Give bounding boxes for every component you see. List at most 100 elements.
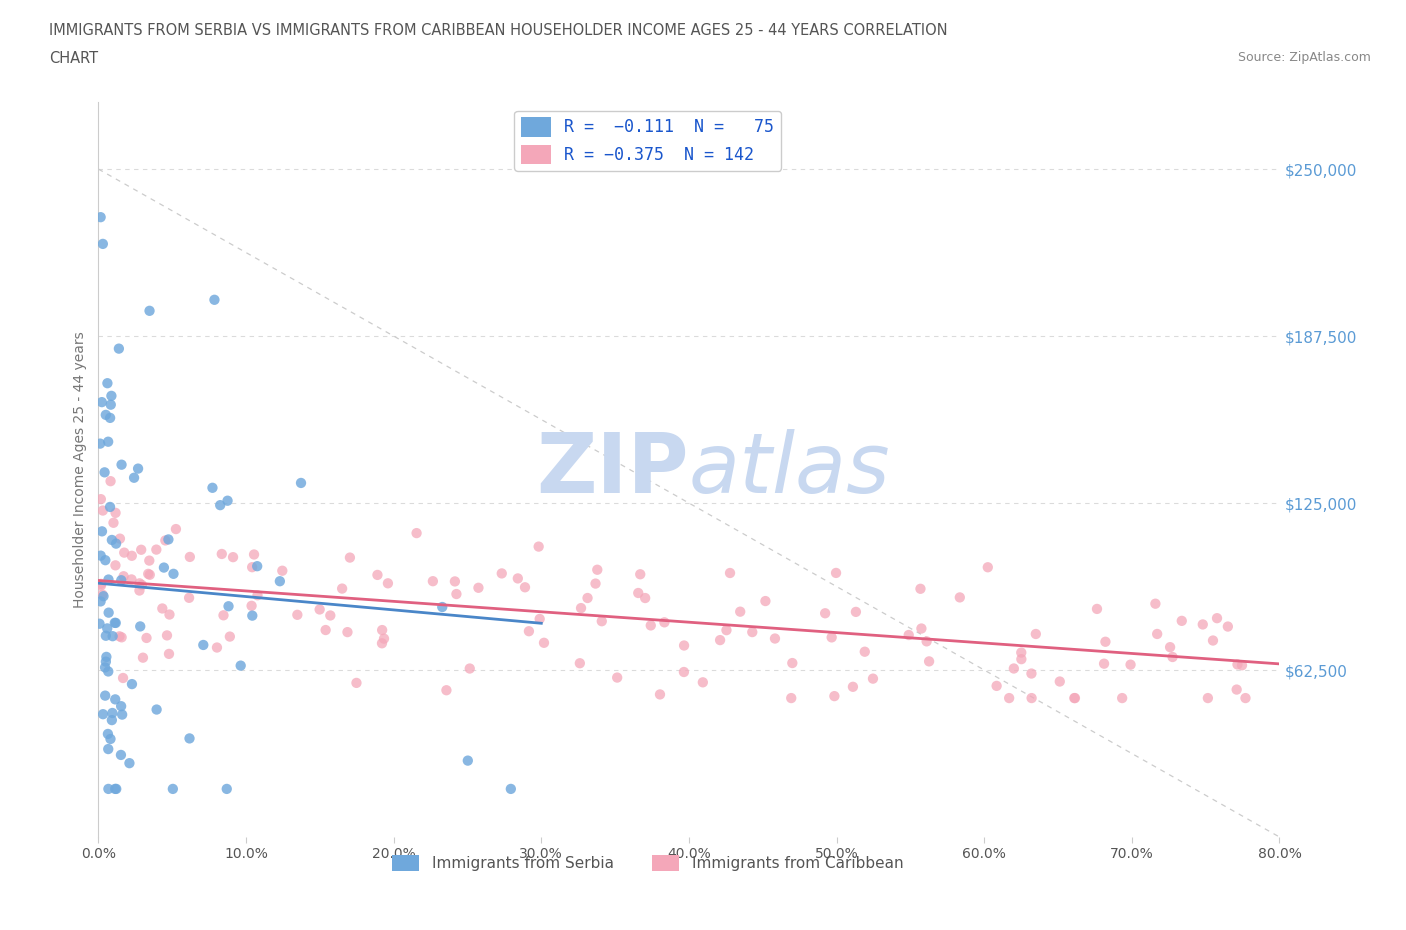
Point: [673, 638, 696, 653]
Point: [527, 539, 550, 554]
Point: [422, 574, 444, 589]
Point: [229, 658, 252, 673]
Point: [90, 577, 112, 591]
Point: [179, 731, 201, 746]
Point: [853, 644, 876, 659]
Point: [127, 461, 149, 476]
Point: [104, 692, 127, 707]
Point: [96, 376, 118, 391]
Point: [94, 688, 117, 703]
Point: [90, 394, 112, 409]
Point: [132, 650, 155, 665]
Point: [1191, 617, 1213, 631]
Point: [1010, 652, 1032, 667]
Point: [728, 604, 751, 619]
Point: [444, 574, 467, 589]
Point: [94, 552, 117, 567]
Point: [101, 533, 124, 548]
Point: [240, 598, 263, 613]
Point: [1063, 691, 1085, 706]
Point: [1171, 614, 1194, 629]
Point: [97, 726, 120, 741]
Text: Source: ZipAtlas.com: Source: ZipAtlas.com: [1237, 51, 1371, 64]
Point: [118, 756, 141, 771]
Point: [243, 547, 266, 562]
Point: [145, 542, 167, 557]
Point: [98, 410, 121, 425]
Point: [1049, 674, 1071, 689]
Point: [862, 671, 884, 686]
Point: [100, 732, 122, 747]
Text: IMMIGRANTS FROM SERBIA VS IMMIGRANTS FROM CARIBBEAN HOUSEHOLDER INCOME AGES 25 -: IMMIGRANTS FROM SERBIA VS IMMIGRANTS FRO…: [49, 23, 948, 38]
Point: [405, 525, 427, 540]
Point: [100, 473, 122, 488]
Point: [586, 563, 609, 578]
Point: [138, 553, 160, 568]
Point: [763, 631, 786, 646]
Point: [94, 660, 117, 675]
Point: [1094, 634, 1116, 649]
Point: [97, 781, 120, 796]
Point: [1021, 691, 1043, 706]
Point: [97, 605, 120, 620]
Point: [315, 622, 337, 637]
Point: [1111, 691, 1133, 706]
Point: [215, 781, 238, 796]
Point: [977, 560, 1000, 575]
Point: [491, 566, 513, 581]
Point: [96, 649, 118, 664]
Point: [112, 569, 135, 584]
Point: [1146, 627, 1168, 642]
Point: [754, 593, 776, 608]
Y-axis label: Householder Income Ages 25 - 44 years: Householder Income Ages 25 - 44 years: [73, 331, 87, 608]
Point: [591, 614, 613, 629]
Point: [89, 617, 111, 631]
Point: [138, 303, 160, 318]
Point: [96, 621, 118, 636]
Point: [718, 565, 741, 580]
Point: [606, 671, 628, 685]
Text: atlas: atlas: [689, 429, 890, 511]
Point: [568, 656, 591, 671]
Text: CHART: CHART: [49, 51, 98, 66]
Point: [672, 665, 695, 680]
Text: ZIP: ZIP: [537, 429, 689, 511]
Point: [821, 630, 844, 644]
Legend: Immigrants from Serbia, Immigrants from Caribbean: Immigrants from Serbia, Immigrants from …: [385, 849, 910, 877]
Point: [1234, 691, 1257, 706]
Point: [157, 532, 180, 547]
Point: [121, 572, 143, 587]
Point: [457, 753, 479, 768]
Point: [93, 589, 115, 604]
Point: [1206, 611, 1229, 626]
Point: [105, 781, 128, 796]
Point: [910, 581, 932, 596]
Point: [212, 608, 235, 623]
Point: [823, 689, 845, 704]
Point: [897, 628, 920, 643]
Point: [94, 629, 117, 644]
Point: [93, 465, 115, 480]
Point: [90, 492, 112, 507]
Point: [103, 515, 125, 530]
Point: [371, 636, 394, 651]
Point: [1161, 649, 1184, 664]
Point: [517, 624, 540, 639]
Point: [218, 599, 240, 614]
Point: [782, 656, 804, 671]
Point: [709, 632, 731, 647]
Point: [308, 602, 330, 617]
Point: [628, 566, 651, 581]
Point: [205, 640, 228, 655]
Point: [627, 586, 650, 601]
Point: [209, 498, 232, 512]
Point: [156, 628, 179, 643]
Point: [640, 618, 662, 633]
Point: [634, 591, 657, 605]
Point: [371, 622, 394, 637]
Point: [330, 581, 353, 596]
Point: [97, 741, 120, 756]
Point: [436, 683, 458, 698]
Point: [110, 573, 132, 588]
Point: [1002, 661, 1025, 676]
